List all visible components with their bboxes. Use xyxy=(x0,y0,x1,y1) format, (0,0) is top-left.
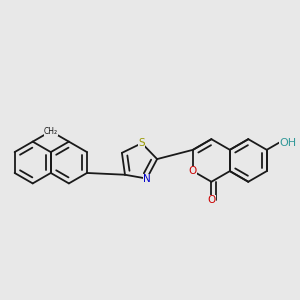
Text: O: O xyxy=(189,166,197,176)
Text: CH₂: CH₂ xyxy=(44,127,58,136)
Text: N: N xyxy=(143,174,151,184)
Text: S: S xyxy=(139,138,145,148)
Text: OH: OH xyxy=(279,137,296,148)
Text: O: O xyxy=(207,194,215,205)
